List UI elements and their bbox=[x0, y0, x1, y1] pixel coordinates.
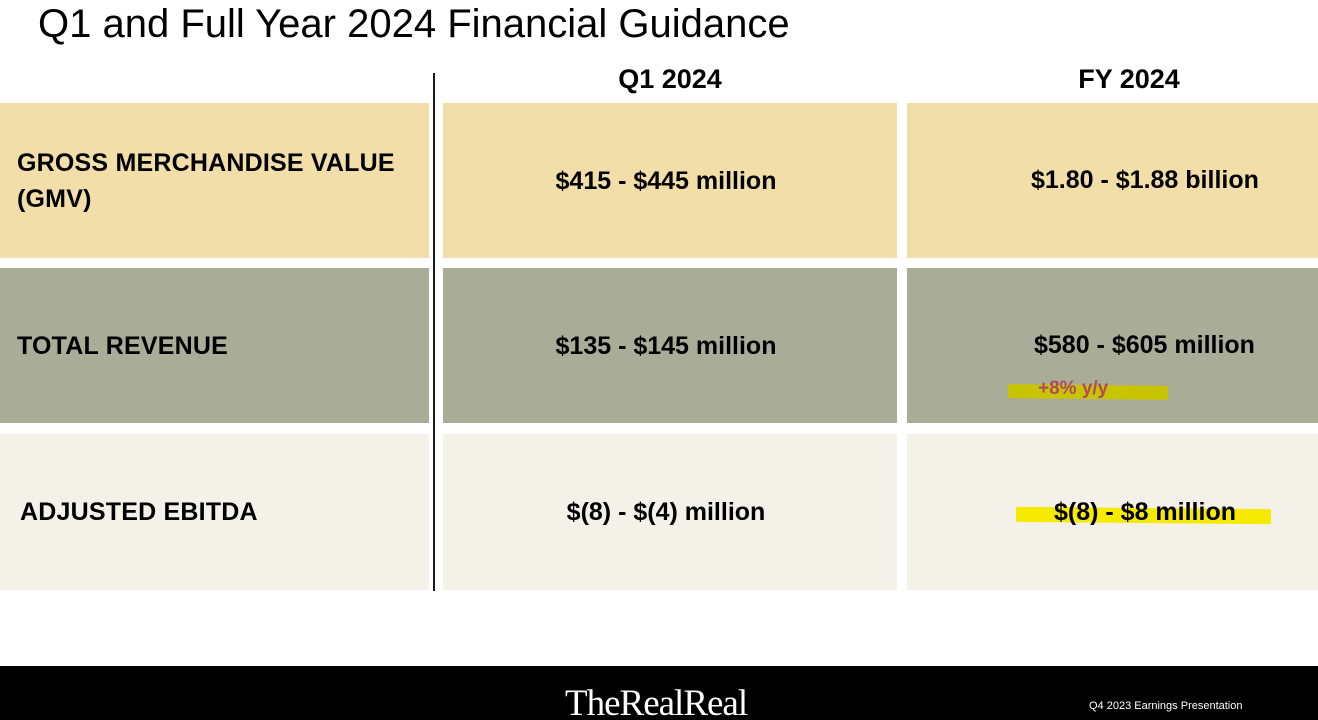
footer-bar: TheRealReal Q4 2023 Earnings Presentatio… bbox=[0, 666, 1318, 720]
company-logo: TheRealReal bbox=[565, 683, 748, 720]
fy-cell-gmv: $1.80 - $1.88 billion bbox=[907, 103, 1318, 258]
column-header-fy: FY 2024 bbox=[1078, 64, 1180, 94]
q1-value-ebitda: $(8) - $(4) million bbox=[566, 498, 766, 526]
column-divider bbox=[433, 73, 435, 591]
row-label-cell-gmv: GROSS MERCHANDISE VALUE (GMV) bbox=[0, 103, 429, 258]
row-label-gmv: GROSS MERCHANDISE VALUE (GMV) bbox=[17, 148, 395, 213]
q1-cell-revenue: $135 - $145 million bbox=[443, 268, 897, 423]
row-label-revenue: TOTAL REVENUE bbox=[17, 331, 228, 360]
presentation-label: Q4 2023 Earnings Presentation bbox=[1089, 700, 1243, 712]
fy-cell-ebitda: $(8) - $8 million bbox=[907, 434, 1318, 590]
q1-value-gmv: $415 - $445 million bbox=[555, 166, 777, 195]
row-label-cell-revenue: TOTAL REVENUE bbox=[0, 268, 429, 423]
q1-value-revenue: $135 - $145 million bbox=[555, 331, 777, 360]
row-label-cell-ebitda: ADJUSTED EBITDA bbox=[0, 434, 429, 590]
fy-value-gmv: $1.80 - $1.88 billion bbox=[1031, 166, 1259, 194]
page-title: Q1 and Full Year 2024 Financial Guidance bbox=[38, 2, 790, 46]
q1-cell-gmv: $415 - $445 million bbox=[443, 103, 897, 258]
revenue-growth-annotation: +8% y/y bbox=[1038, 378, 1109, 399]
fy-cell-revenue: $580 - $605 million +8% y/y bbox=[907, 268, 1318, 423]
fy-value-ebitda: $(8) - $8 million bbox=[1054, 498, 1236, 526]
fy-value-revenue: $580 - $605 million bbox=[1034, 331, 1255, 359]
column-header-q1: Q1 2024 bbox=[618, 64, 722, 94]
row-label-ebitda: ADJUSTED EBITDA bbox=[20, 498, 258, 526]
q1-cell-ebitda: $(8) - $(4) million bbox=[443, 434, 897, 590]
